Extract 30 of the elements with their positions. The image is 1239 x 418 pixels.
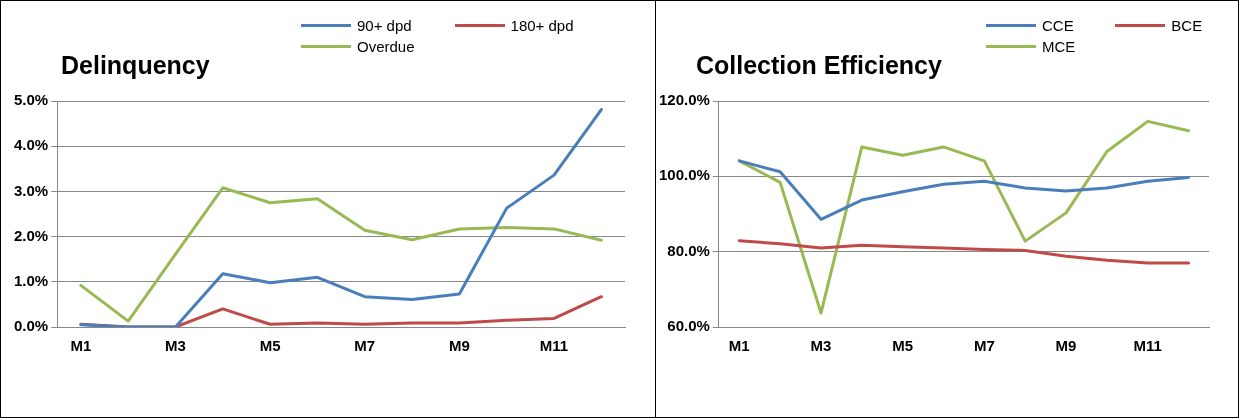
y-tick-label: 4.0%	[13, 136, 49, 154]
x-tick-label: M7	[973, 337, 995, 355]
legend-label: 90+ dpd	[357, 17, 412, 34]
chart-title: Collection Efficiency	[696, 51, 942, 80]
x-tick-label: M1	[728, 337, 750, 355]
legend-label: BCE	[1171, 17, 1203, 34]
x-tick-label: M9	[448, 337, 470, 355]
legend-label: 180+ dpd	[510, 17, 574, 34]
y-tick-label: 3.0%	[13, 181, 49, 199]
y-tick-label: 120.0%	[659, 91, 710, 109]
x-tick-label: M11	[1133, 337, 1162, 355]
x-tick-label: M9	[1055, 337, 1077, 355]
y-tick-label: 80.0%	[667, 241, 710, 259]
y-tick-label: 0.0%	[13, 317, 49, 335]
x-tick-label: M1	[70, 337, 92, 355]
legend-label: MCE	[1042, 38, 1076, 55]
x-tick-label: M11	[539, 337, 569, 355]
x-tick-label: M3	[165, 337, 186, 355]
x-tick-label: M7	[354, 337, 376, 355]
chart-title: Delinquency	[61, 51, 210, 80]
y-tick-label: 100.0%	[659, 166, 710, 184]
x-tick-label: M5	[892, 337, 914, 355]
x-tick-label: M3	[810, 337, 832, 355]
x-tick-label: M5	[259, 337, 281, 355]
y-tick-label: 2.0%	[13, 226, 49, 244]
legend-label: CCE	[1042, 17, 1074, 34]
y-tick-label: 5.0%	[13, 91, 49, 109]
y-tick-label: 1.0%	[13, 271, 49, 289]
legend-label: Overdue	[357, 38, 415, 55]
y-tick-label: 60.0%	[667, 317, 710, 335]
